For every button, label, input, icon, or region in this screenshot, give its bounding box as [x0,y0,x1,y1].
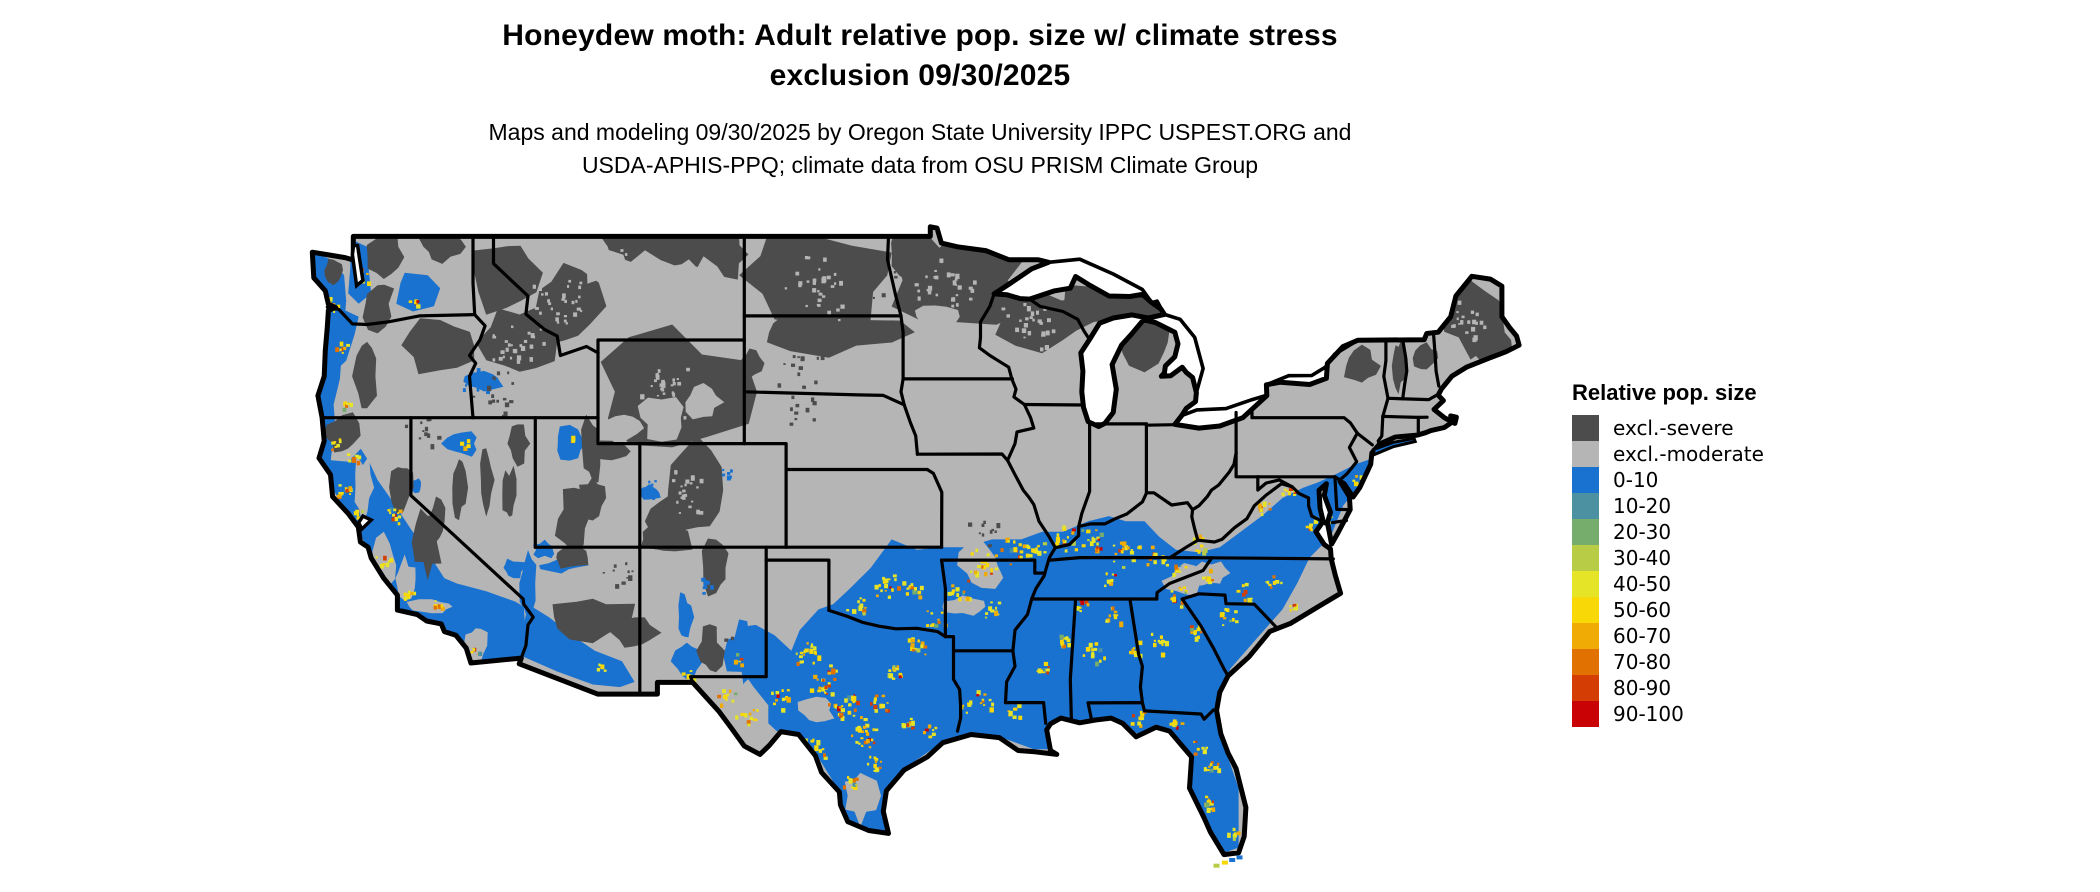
legend-item: 20-30 [1572,519,1992,545]
legend-label: 40-50 [1613,572,1672,596]
legend: Relative pop. size excl.-severe excl.-mod… [1572,380,1992,727]
legend-label: 0-10 [1613,468,1659,492]
florida-keys-speck [1213,863,1220,868]
florida-keys-speck [1221,860,1228,865]
legend-swatch [1572,571,1599,597]
florida-keys-speck [1229,858,1236,862]
legend-label: 80-90 [1613,676,1672,700]
chart-subtitle-line1: Maps and modeling 09/30/2025 by Oregon S… [488,119,1352,145]
legend-items: excl.-severe excl.-moderate 0-10 10-20 20-30… [1572,415,1992,727]
legend-swatch [1572,649,1599,675]
legend-label: 20-30 [1613,520,1672,544]
legend-title: Relative pop. size [1572,380,1757,405]
legend-item: 70-80 [1572,649,1992,675]
chart-title-line1: Honeydew moth: Adult relative pop. size … [502,19,1338,52]
legend-label: 50-60 [1613,598,1672,622]
florida-keys-speck [1236,855,1243,860]
legend-item: 40-50 [1572,571,1992,597]
conus-outline [309,224,1522,858]
coastal-inlet [350,243,365,289]
legend-swatch [1572,441,1599,467]
legend-item: 60-70 [1572,623,1992,649]
legend-item: 80-90 [1572,675,1992,701]
long-island [1371,436,1418,457]
legend-label: 30-40 [1613,546,1672,570]
legend-label: excl.-moderate [1613,442,1764,466]
map-raster-layers [312,226,1520,855]
legend-item: 50-60 [1572,597,1992,623]
legend-swatch [1572,675,1599,701]
chart-subtitle: Maps and modeling 09/30/2025 by Oregon S… [100,116,1740,182]
legend-swatch [1572,545,1599,571]
legend-swatch [1572,519,1599,545]
legend-item: excl.-moderate [1572,441,1992,467]
legend-label: 10-20 [1613,494,1672,518]
lake-border-line [1162,312,1205,395]
legend-item: 30-40 [1572,545,1992,571]
legend-swatch [1572,493,1599,519]
legend-label: 70-80 [1613,650,1672,674]
chart-title: Honeydew moth: Adult relative pop. size … [100,16,1740,96]
legend-swatch [1572,415,1599,441]
legend-swatch [1572,597,1599,623]
legend-item: 0-10 [1572,467,1992,493]
legend-item: excl.-severe [1572,415,1992,441]
legend-label: excl.-severe [1613,416,1734,440]
coastal-inlet [356,513,375,533]
chart-subtitle-line2: USDA-APHIS-PPQ; climate data from OSU PR… [581,152,1259,178]
legend-swatch [1572,467,1599,493]
legend-item: 90-100 [1572,701,1992,727]
legend-label: 60-70 [1613,624,1672,648]
legend-item: 10-20 [1572,493,1992,519]
legend-swatch [1572,623,1599,649]
legend-swatch [1572,701,1599,727]
legend-label: 90-100 [1613,702,1684,726]
chart-title-line2: exclusion 09/30/2025 [769,59,1071,92]
